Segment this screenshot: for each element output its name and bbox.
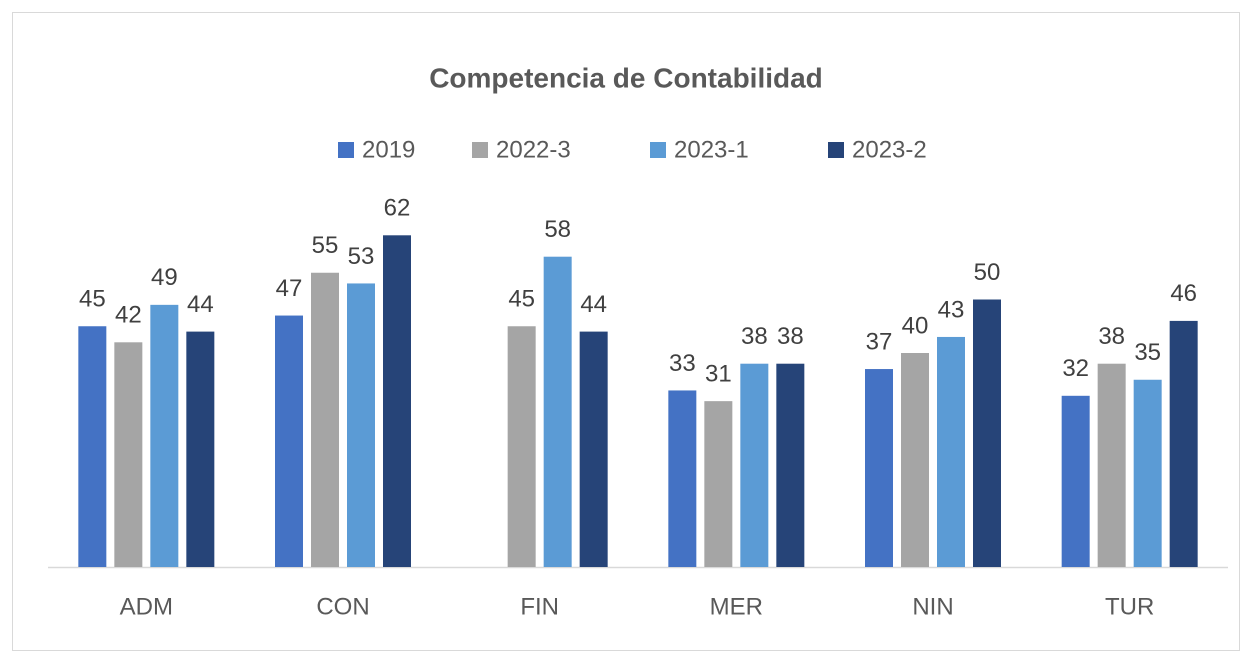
- data-label: 47: [276, 275, 303, 302]
- x-tick-label: ADM: [120, 593, 173, 620]
- bar: [1061, 395, 1090, 567]
- x-tick-label: CON: [316, 593, 369, 620]
- data-label: 32: [1062, 355, 1089, 382]
- data-label: 37: [866, 328, 893, 355]
- data-label: 35: [1134, 339, 1161, 366]
- bar: [1133, 379, 1162, 567]
- bar: [776, 363, 805, 567]
- bar: [579, 331, 608, 567]
- bar: [347, 283, 375, 567]
- legend-swatch: [650, 142, 666, 158]
- bar: [543, 256, 572, 567]
- bar: [1097, 363, 1126, 567]
- data-label: 40: [902, 312, 929, 339]
- bar: [150, 304, 179, 567]
- data-label: 50: [974, 259, 1001, 286]
- bar: [507, 326, 536, 567]
- x-tick-label: MER: [710, 593, 763, 620]
- bar: [114, 342, 143, 567]
- bar: [383, 235, 411, 568]
- legend-label: 2022-3: [496, 136, 571, 163]
- bar: [78, 326, 107, 567]
- data-label: 38: [777, 323, 804, 350]
- bar: [973, 299, 1001, 567]
- data-label: 38: [741, 323, 768, 350]
- bar: [311, 272, 339, 567]
- x-tick-label: NIN: [912, 593, 953, 620]
- bar: [668, 390, 697, 567]
- data-label: 45: [508, 286, 535, 313]
- bar: [704, 401, 733, 567]
- data-label: 38: [1098, 323, 1125, 350]
- bar: [865, 369, 893, 567]
- bar: [275, 315, 303, 567]
- legend-label: 2023-1: [674, 136, 749, 163]
- chart-border: [12, 12, 1240, 651]
- x-tick-label: TUR: [1105, 593, 1154, 620]
- data-label: 43: [938, 296, 965, 323]
- data-label: 58: [544, 216, 571, 243]
- legend-swatch: [472, 142, 488, 158]
- bar: [1169, 320, 1198, 567]
- data-label: 42: [115, 302, 142, 329]
- data-label: 44: [580, 291, 607, 318]
- bar: [740, 363, 769, 567]
- data-label: 53: [348, 243, 375, 270]
- bar: [901, 353, 929, 567]
- data-label: 45: [79, 286, 106, 313]
- data-label: 33: [669, 350, 696, 377]
- data-label: 55: [312, 232, 339, 259]
- bar: [186, 331, 215, 567]
- legend-label: 2019: [362, 136, 415, 163]
- legend-swatch: [828, 142, 844, 158]
- bar: [937, 336, 965, 567]
- chart-title: Competencia de Contabilidad: [429, 62, 823, 93]
- data-label: 49: [151, 264, 178, 291]
- legend-swatch: [338, 142, 354, 158]
- data-label: 46: [1170, 280, 1197, 307]
- legend-label: 2023-2: [852, 136, 927, 163]
- data-label: 62: [384, 195, 411, 222]
- data-label: 44: [187, 291, 214, 318]
- data-label: 31: [705, 360, 732, 387]
- x-tick-label: FIN: [520, 593, 559, 620]
